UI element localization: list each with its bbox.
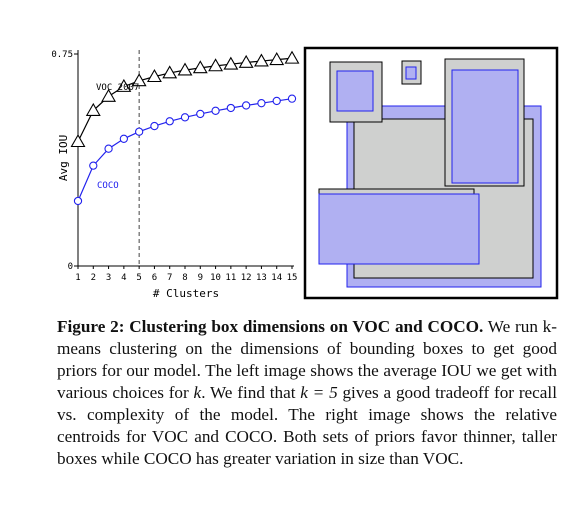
voc-point — [131, 73, 147, 87]
voc-point — [101, 88, 117, 102]
voc-point — [284, 50, 300, 64]
figure-caption: Figure 2: Clustering box dimensions on V… — [57, 316, 557, 470]
x-tick-label: 9 — [198, 273, 203, 283]
centroid-panel — [303, 46, 559, 300]
x-tick-label: 1 — [75, 273, 80, 283]
x-tick-label: 15 — [287, 273, 298, 283]
voc-point — [192, 60, 208, 74]
coco-point — [287, 94, 297, 103]
caption-text-1: We run k-means clustering on the dimensi… — [57, 317, 557, 402]
x-tick-label: 2 — [91, 273, 96, 283]
caption-text-2: . We find that — [201, 383, 301, 402]
x-tick-label: 11 — [225, 273, 236, 283]
voc-point — [70, 134, 86, 148]
coco-point — [119, 134, 129, 143]
caption-math-k5: k = 5 — [300, 383, 338, 402]
coco-centroid-wide — [318, 193, 480, 265]
x-tick-labels: 1 2 3 4 5 6 7 8 9 10 11 12 13 14 15 — [75, 266, 297, 283]
coco-point — [196, 109, 205, 119]
coco-centroid-small — [405, 66, 417, 80]
y-tick-label: 0 — [68, 262, 73, 272]
coco-point — [104, 144, 113, 153]
voc-point — [116, 78, 132, 92]
x-tick-label: 6 — [152, 273, 157, 283]
y-tick-label: 0.75 — [51, 50, 73, 60]
voc-point — [253, 53, 269, 67]
coco-centroid-medium — [336, 70, 374, 112]
x-tick-label: 13 — [256, 273, 267, 283]
x-tick-label: 4 — [121, 273, 126, 283]
coco-series-label: COCO — [97, 181, 119, 191]
caption-text-3: gives a good tradeoff for recall vs. com… — [57, 383, 557, 468]
x-axis-label: # Clusters — [153, 287, 219, 300]
coco-point — [180, 113, 190, 122]
coco-point — [211, 106, 220, 115]
x-tick-label: 12 — [241, 273, 252, 283]
caption-label: Figure 2: Clustering box dimensions on V… — [57, 317, 484, 336]
x-tick-label: 8 — [182, 273, 187, 283]
x-tick-label: 5 — [136, 273, 141, 283]
voc-point — [269, 52, 285, 66]
voc-point — [208, 58, 224, 72]
coco-point — [241, 101, 251, 110]
coco-point — [150, 121, 159, 131]
x-tick-label: 10 — [210, 273, 221, 283]
coco-point — [226, 103, 236, 113]
coco-point — [134, 127, 144, 136]
coco-point — [89, 161, 98, 170]
y-axis-label: Avg IOU — [57, 135, 70, 181]
voc-point — [85, 102, 101, 116]
coco-centroid-tall — [451, 69, 519, 184]
voc-point — [238, 54, 254, 68]
x-tick-label: 7 — [167, 273, 172, 283]
coco-point — [165, 117, 174, 126]
voc-point — [177, 62, 193, 76]
caption-math-k: k — [193, 383, 202, 402]
voc-point — [146, 69, 162, 83]
x-tick-label: 3 — [106, 273, 111, 283]
voc-point — [223, 56, 239, 70]
coco-point — [272, 96, 281, 106]
coco-point — [257, 99, 266, 108]
series-layer — [70, 50, 300, 206]
figure-graphics: 00.75 1 2 3 4 5 6 7 8 9 10 11 12 13 14 15 # Clusters A… — [51, 46, 559, 300]
voc-series-label: VOC 2007 — [96, 83, 139, 93]
iou-chart: 00.75 1 2 3 4 5 6 7 8 9 10 11 12 13 14 15 # Clusters A… — [51, 50, 300, 300]
x-tick-label: 14 — [271, 273, 282, 283]
coco-point — [73, 196, 83, 206]
voc-point — [162, 65, 178, 79]
y-tick-labels: 00.75 — [51, 50, 78, 272]
